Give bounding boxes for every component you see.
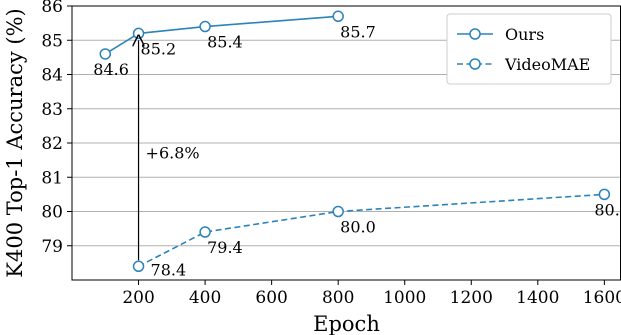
x-tick-label: 600: [255, 288, 287, 308]
data-point: [199, 226, 211, 238]
y-tick-label: 82: [41, 134, 63, 154]
y-tick-label: 79: [41, 237, 63, 257]
data-label: 85.4: [207, 33, 243, 52]
x-tick-label: 1400: [516, 288, 559, 308]
annotation-layer: +6.8%: [139, 40, 200, 261]
data-label: 78.4: [151, 260, 187, 279]
y-tick-label: 81: [41, 168, 63, 188]
data-point: [132, 260, 145, 273]
y-axis-title: K400 Top-1 Accuracy (%): [3, 8, 27, 277]
x-tick-label: 1600: [583, 288, 621, 308]
data-labels: 84.6 85.2 85.4 85.7 78.4 79.4 80.0 80.5: [93, 22, 621, 279]
x-tick-label: 400: [189, 288, 221, 308]
improvement-label: +6.8%: [146, 143, 200, 162]
grid-lines: [72, 5, 621, 247]
series-line-0: [104, 15, 339, 55]
legend-label: VideoMAE: [504, 55, 590, 74]
data-point: [332, 205, 344, 218]
legend-box: [446, 13, 612, 85]
data-label: 79.4: [207, 238, 243, 257]
y-tick-label: 85: [41, 31, 63, 51]
y-tick-label: 86: [41, 0, 63, 17]
data-label: 80.5: [594, 200, 621, 219]
x-tick-label: 800: [322, 288, 354, 308]
x-tick-label: 1200: [450, 288, 493, 308]
legend-marker: [469, 58, 481, 70]
data-point: [132, 27, 145, 40]
tick-labels: 79 80 81 82 83 84 85 86 200 400 600 800 1000 1200 1400…: [41, 0, 621, 308]
y-tick-label: 84: [41, 66, 63, 86]
legend-marker: [469, 28, 481, 40]
legend: Ours VideoMAE: [446, 13, 612, 85]
data-point: [332, 10, 344, 23]
data-label: 80.0: [340, 218, 376, 237]
x-axis-title: Epoch: [313, 312, 380, 335]
data-label: 85.2: [141, 39, 177, 58]
y-tick-label: 83: [41, 100, 63, 120]
x-tick-label: 200: [122, 288, 154, 308]
data-point: [199, 20, 211, 33]
y-tick-label: 80: [41, 203, 63, 223]
data-point: [99, 48, 112, 60]
data-label: 84.6: [93, 60, 129, 79]
data-point: [598, 188, 611, 201]
legend-label: Ours: [505, 25, 544, 44]
x-tick-label: 1000: [383, 288, 426, 308]
data-label: 85.7: [340, 22, 376, 41]
series-line-1: [138, 193, 605, 268]
